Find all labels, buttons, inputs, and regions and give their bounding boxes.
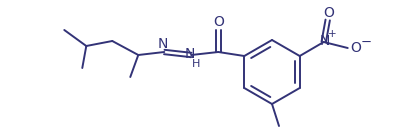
Text: N: N [320,34,330,48]
Text: N: N [158,37,169,51]
Text: O: O [213,15,224,29]
Text: H: H [192,59,201,69]
Text: +: + [328,29,337,39]
Text: −: − [360,36,371,48]
Text: N: N [185,47,196,61]
Text: O: O [323,6,334,20]
Text: O: O [350,41,361,55]
